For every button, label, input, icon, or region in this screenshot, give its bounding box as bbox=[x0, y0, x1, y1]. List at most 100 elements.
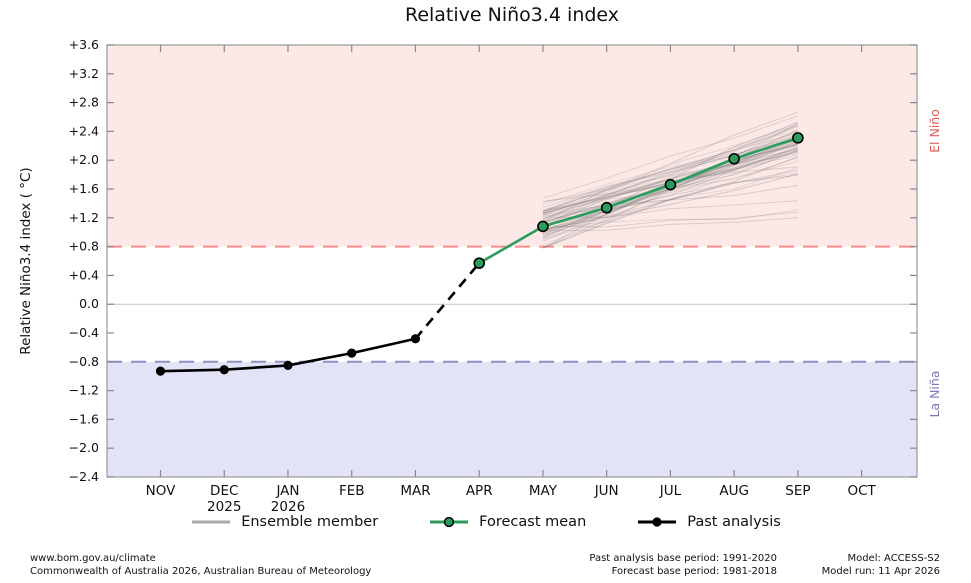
y-tick-label: +1.6 bbox=[69, 181, 99, 196]
y-tick-label: −1.2 bbox=[69, 383, 99, 398]
x-tick-label: MAY bbox=[529, 483, 558, 499]
past-analysis-swatch-icon bbox=[638, 517, 677, 527]
ensemble-member-line bbox=[542, 130, 799, 212]
ensemble-member-line bbox=[542, 156, 799, 249]
y-tick-label: +3.6 bbox=[69, 37, 99, 52]
forecast-mean-line bbox=[478, 136, 799, 265]
legend-label-forecast-mean: Forecast mean bbox=[479, 514, 587, 530]
x-tick-label: JUL bbox=[659, 483, 682, 499]
y-tick-label: −0.4 bbox=[69, 325, 99, 340]
y-tick-label: +2.0 bbox=[69, 152, 99, 167]
y-tick-label: +0.4 bbox=[69, 267, 99, 282]
footer-model: Model: ACCESS-S2 bbox=[847, 553, 940, 564]
past-analysis-point bbox=[155, 366, 166, 376]
ensemble-member-line bbox=[542, 160, 799, 216]
x-tick-label: DEC bbox=[210, 483, 238, 499]
ensemble-member-line bbox=[542, 142, 799, 221]
y-tick-label: 0.0 bbox=[79, 296, 99, 311]
y-axis-label: Relative Niño3.4 index ( °C) bbox=[18, 167, 34, 354]
x-tick-label: FEB bbox=[339, 483, 365, 499]
ensemble-member-line bbox=[542, 111, 799, 222]
ensemble-member-line bbox=[542, 132, 799, 209]
ensemble-member-line bbox=[542, 124, 799, 213]
forecast-mean-swatch-icon bbox=[430, 516, 469, 528]
ensemble-member-line bbox=[542, 125, 799, 226]
ensemble-member-swatch-icon bbox=[192, 520, 231, 524]
ensemble-member-line bbox=[542, 169, 799, 232]
ensemble-member-line bbox=[542, 217, 798, 231]
ensemble-member-line bbox=[542, 184, 798, 217]
legend-item-past-analysis: Past analysis bbox=[636, 514, 781, 530]
legend-label-ensemble: Ensemble member bbox=[241, 514, 379, 530]
ensemble-member-line bbox=[542, 129, 799, 220]
footer-source: www.bom.gov.au/climate Commonwealth of A… bbox=[30, 553, 371, 578]
forecast-mean-point bbox=[537, 220, 549, 233]
y-tick-label: +0.8 bbox=[69, 239, 99, 254]
x-tick-label: MAR bbox=[400, 483, 430, 499]
page-title: Relative Niño3.4 index bbox=[404, 4, 620, 26]
footer-base-periods: Past analysis base period: 1991-2020 For… bbox=[589, 553, 777, 578]
y-tick-label: −1.6 bbox=[69, 411, 99, 426]
footer-past-base-period: Past analysis base period: 1991-2020 bbox=[589, 553, 777, 564]
ensemble-member-line bbox=[542, 149, 799, 240]
la-nina-label: La Niña bbox=[927, 370, 942, 417]
x-tick-label: JUN bbox=[594, 483, 619, 499]
y-tick-label: +3.2 bbox=[69, 66, 99, 81]
past-analysis-point bbox=[347, 348, 357, 358]
plot-border bbox=[106, 44, 918, 478]
past-analysis-point bbox=[219, 365, 229, 375]
ensemble-member-line bbox=[542, 147, 799, 239]
ensemble-member-line bbox=[542, 146, 799, 236]
y-tick-label: −2.4 bbox=[69, 469, 99, 484]
ensemble-member-line bbox=[542, 200, 798, 218]
x-tick-label: OCT bbox=[847, 483, 876, 499]
ensemble-member-line bbox=[542, 121, 799, 238]
ensemble-member-line bbox=[542, 141, 799, 220]
forecast-mean-point bbox=[792, 132, 804, 144]
footer-forecast-base-period: Forecast base period: 1981-2018 bbox=[611, 565, 777, 577]
ensemble-member-line bbox=[542, 148, 799, 203]
x-tick-label: JAN bbox=[275, 483, 299, 499]
forecast-mean-point bbox=[473, 257, 486, 269]
past-analysis-point bbox=[410, 334, 421, 344]
x-tick-label: SEP bbox=[785, 483, 810, 499]
x-year-label: 2026 bbox=[271, 499, 305, 515]
ensemble-member-line bbox=[542, 136, 799, 205]
x-tick-label: NOV bbox=[146, 483, 176, 499]
y-tick-label: +1.2 bbox=[69, 210, 99, 225]
ensemble-member-line bbox=[542, 139, 799, 214]
y-tick-label: −0.8 bbox=[69, 354, 99, 369]
ensemble-member-line bbox=[542, 167, 799, 240]
footer-model-run: Model run: 11 Apr 2026 bbox=[821, 565, 940, 577]
ensemble-member-line bbox=[542, 124, 799, 214]
footer-url: www.bom.gov.au/climate bbox=[30, 553, 156, 564]
ensemble-member-line bbox=[542, 149, 799, 249]
ensemble-member-line bbox=[542, 173, 799, 231]
forecast-mean-point bbox=[600, 201, 613, 214]
transition-dashed-line bbox=[414, 262, 481, 340]
chart-legend: Ensemble member Forecast mean Past analy… bbox=[0, 514, 971, 530]
forecast-mean-point bbox=[728, 152, 740, 165]
ensemble-member-line bbox=[542, 209, 798, 231]
x-tick-label: APR bbox=[466, 483, 493, 499]
ensemble-member-line bbox=[542, 134, 799, 212]
footer: www.bom.gov.au/climate Commonwealth of A… bbox=[0, 553, 971, 581]
x-year-label: 2025 bbox=[207, 499, 241, 515]
x-tick-label: AUG bbox=[719, 483, 749, 499]
legend-label-past-analysis: Past analysis bbox=[687, 514, 781, 530]
ensemble-member-line bbox=[542, 211, 798, 228]
past-analysis-point bbox=[283, 360, 293, 370]
el-nino-region bbox=[107, 45, 917, 247]
y-tick-label: +2.8 bbox=[69, 95, 99, 110]
y-tick-label: +2.4 bbox=[69, 123, 99, 138]
ensemble-member-line bbox=[542, 115, 799, 199]
legend-item-forecast-mean: Forecast mean bbox=[428, 514, 586, 530]
footer-copyright: Commonwealth of Australia 2026, Australi… bbox=[30, 565, 372, 577]
ensemble-member-line bbox=[542, 172, 798, 228]
ensemble-member-line bbox=[542, 174, 798, 216]
y-tick-label: −2.0 bbox=[69, 440, 99, 455]
la-nina-region bbox=[107, 361, 917, 477]
el-nino-label: El Niño bbox=[927, 109, 942, 153]
